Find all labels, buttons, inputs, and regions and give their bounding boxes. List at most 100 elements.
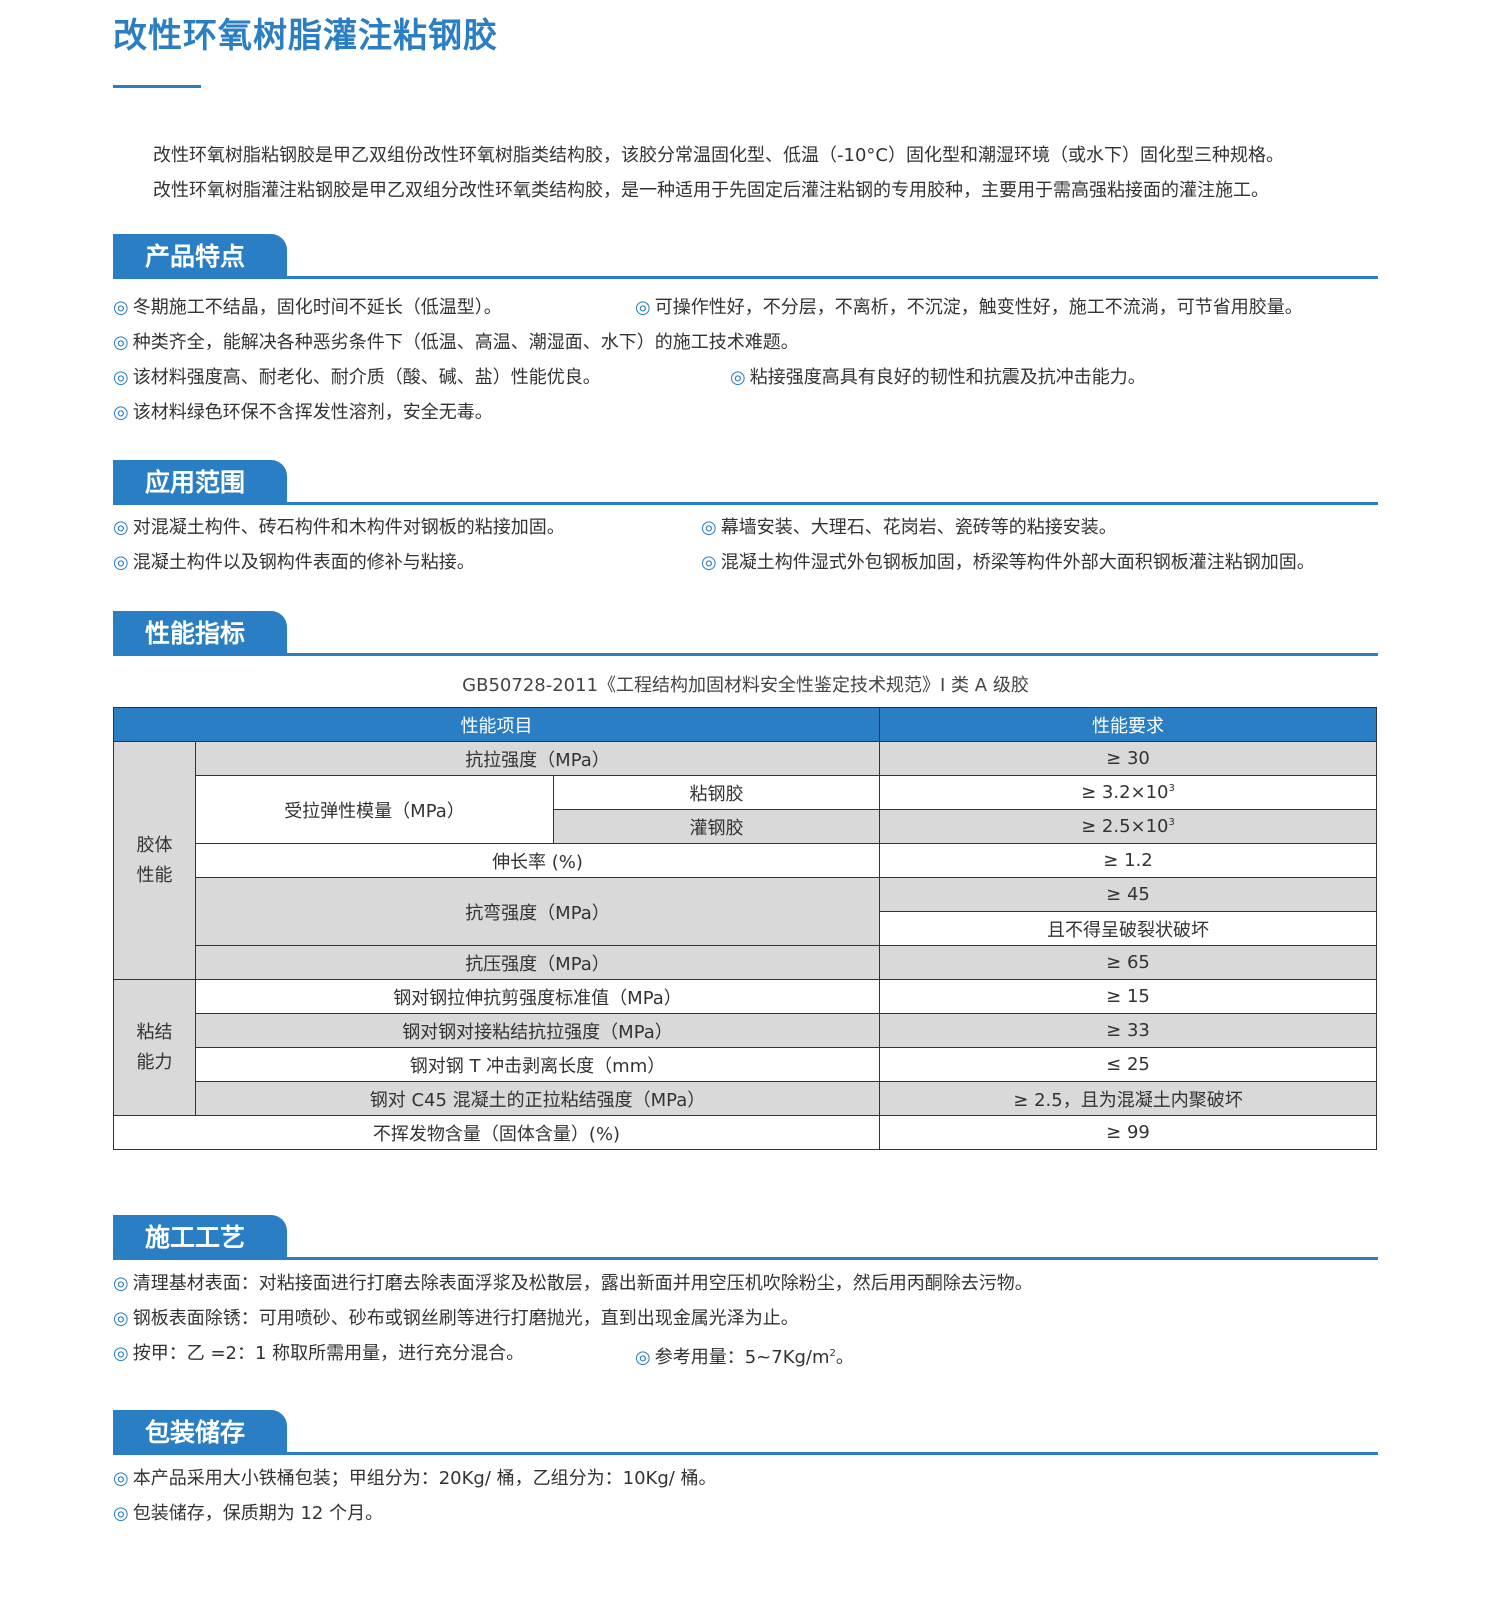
divider — [113, 1452, 1378, 1455]
circle-bullet-icon: ◎ — [113, 1468, 129, 1489]
value-cell: ≥ 2.5，且为混凝土内聚破坏 — [879, 1081, 1377, 1116]
item-text: 。 — [835, 1347, 854, 1368]
value-cell: ≥ 3.2×103 — [879, 775, 1377, 810]
header-cell: 性能要求 — [879, 707, 1377, 742]
circle-bullet-icon: ◎ — [730, 367, 746, 388]
item-text: 参考用量：5~7Kg/m — [654, 1347, 830, 1368]
value-cell: ≥ 45 — [879, 877, 1377, 912]
item-cell: 抗压强度（MPa） — [195, 945, 880, 980]
circle-bullet-icon: ◎ — [113, 1308, 129, 1329]
section-title: 包装储存 — [113, 1410, 287, 1454]
value-cell: ≥ 1.2 — [879, 843, 1377, 878]
list-item: ◎ 粘接强度高具有良好的韧性和抗震及抗冲击能力。 — [730, 360, 1146, 395]
circle-bullet-icon: ◎ — [113, 332, 129, 353]
value-text: ≥ 3.2×10 — [1081, 782, 1169, 803]
table-row: 灌钢胶 ≥ 2.5×103 — [114, 809, 1377, 844]
item-cell: 受拉弹性模量（MPa） — [195, 775, 554, 844]
item-text: 清理基材表面：对粘接面进行打磨去除表面浮浆及松散层，露出新面并用空压机吹除粉尘，… — [132, 1273, 1033, 1294]
table-row: 钢对 C45 混凝土的正拉粘结强度（MPa） ≥ 2.5，且为混凝土内聚破坏 — [114, 1081, 1377, 1116]
section-title: 施工工艺 — [113, 1215, 287, 1259]
value-cell: ≥ 65 — [879, 945, 1377, 980]
list-item: ◎ 混凝土构件湿式外包钢板加固，桥梁等构件外部大面积钢板灌注粘钢加固。 — [701, 545, 1315, 580]
item-text: 对混凝土构件、砖石构件和木构件对钢板的粘接加固。 — [132, 517, 565, 538]
list-item: ◎ 参考用量：5~7Kg/m2。 — [635, 1336, 854, 1371]
item-text: 该材料绿色环保不含挥发性溶剂，安全无毒。 — [132, 402, 493, 423]
list-item: ◎ 包装储存，保质期为 12 个月。 — [113, 1496, 383, 1531]
title-underline — [113, 85, 201, 88]
table-row: 钢对钢对接粘结抗拉强度（MPa） ≥ 33 — [114, 1013, 1377, 1048]
section-title: 产品特点 — [113, 234, 287, 278]
section-header-performance: 性能指标 — [113, 611, 1378, 657]
table-row: 抗弯强度（MPa） ≥ 45 — [114, 877, 1377, 946]
divider — [113, 1257, 1378, 1260]
list-item: ◎ 本产品采用大小铁桶包装；甲组分为：20Kg/ 桶，乙组分为：10Kg/ 桶。 — [113, 1461, 717, 1496]
value-cell: 且不得呈破裂状破坏 — [879, 911, 1377, 946]
item-text: 冬期施工不结晶，固化时间不延长（低温型）。 — [132, 297, 502, 318]
item-cell: 不挥发物含量（固体含量）(%) — [113, 1115, 880, 1150]
item-text: 混凝土构件湿式外包钢板加固，桥梁等构件外部大面积钢板灌注粘钢加固。 — [720, 552, 1315, 573]
value-cell: ≥ 15 — [879, 979, 1377, 1014]
exponent: 2 — [829, 1348, 836, 1359]
list-item: ◎ 种类齐全，能解决各种恶劣条件下（低温、高温、潮湿面、水下）的施工技术难题。 — [113, 325, 799, 360]
circle-bullet-icon: ◎ — [113, 517, 129, 538]
list-item: ◎ 可操作性好，不分层，不离析，不沉淀，触变性好，施工不流淌，可节省用胶量。 — [635, 290, 1303, 325]
list-item: ◎ 对混凝土构件、砖石构件和木构件对钢板的粘接加固。 — [113, 510, 565, 545]
divider — [113, 502, 1378, 505]
item-text: 包装储存，保质期为 12 个月。 — [132, 1503, 384, 1524]
exponent: 3 — [1168, 817, 1175, 828]
value-text: ≥ 2.5×10 — [1081, 816, 1169, 837]
header-cell: 性能项目 — [113, 707, 880, 742]
item-cell: 伸长率 (%) — [195, 843, 880, 878]
circle-bullet-icon: ◎ — [701, 517, 717, 538]
table-row: 抗压强度（MPa） ≥ 65 — [114, 945, 1377, 980]
divider — [113, 276, 1378, 279]
list-item: ◎ 冬期施工不结晶，固化时间不延长（低温型）。 — [113, 290, 502, 325]
sub-item-cell: 粘钢胶 — [553, 775, 880, 810]
item-text: 混凝土构件以及钢构件表面的修补与粘接。 — [132, 552, 475, 573]
list-item: ◎ 清理基材表面：对粘接面进行打磨去除表面浮浆及松散层，露出新面并用空压机吹除粉尘… — [113, 1266, 1033, 1301]
list-item: ◎ 钢板表面除锈：可用喷砂、砂布或钢丝刷等进行打磨抛光，直到出现金属光泽为止。 — [113, 1301, 799, 1336]
intro-line: 改性环氧树脂粘钢胶是甲乙双组份改性环氧树脂类结构胶，该胶分常温固化型、低温（-1… — [153, 145, 1284, 166]
list-item: ◎ 幕墙安装、大理石、花岗岩、瓷砖等的粘接安装。 — [701, 510, 1117, 545]
intro-line: 改性环氧树脂灌注粘钢胶是甲乙双组分改性环氧类结构胶，是一种适用于先固定后灌注粘钢… — [153, 180, 1269, 201]
item-text: 可操作性好，不分层，不离析，不沉淀，触变性好，施工不流淌，可节省用胶量。 — [654, 297, 1303, 318]
item-cell: 钢对钢对接粘结抗拉强度（MPa） — [195, 1013, 880, 1048]
table-header-row: 性能项目 性能要求 — [113, 707, 1377, 742]
circle-bullet-icon: ◎ — [113, 297, 129, 318]
list-item: ◎ 该材料绿色环保不含挥发性溶剂，安全无毒。 — [113, 395, 493, 430]
standard-caption: GB50728-2011《工程结构加固材料安全性鉴定技术规范》I 类 A 级胶 — [462, 675, 1029, 696]
item-text: 按甲：乙 =2：1 称取所需用量，进行充分混合。 — [132, 1343, 525, 1364]
table-row: 胶体 性能 抗拉强度（MPa） ≥ 30 — [113, 741, 1377, 980]
section-header-storage: 包装储存 — [113, 1410, 1378, 1456]
table-row: 受拉弹性模量（MPa） 粘钢胶 ≥ 3.2×103 — [114, 775, 1377, 844]
item-cell: 钢对钢 T 冲击剥离长度（mm） — [195, 1047, 880, 1082]
value-cell: ≥ 99 — [879, 1115, 1377, 1150]
page-title: 改性环氧树脂灌注粘钢胶 — [113, 16, 498, 56]
performance-table: 性能项目 性能要求 胶体 性能 抗拉强度（MPa） ≥ 30 受拉弹性模量（MPa）粘… — [113, 707, 1377, 1150]
table-row: 钢对钢 T 冲击剥离长度（mm） ≤ 25 — [114, 1047, 1377, 1082]
table-row: 不挥发物含量（固体含量）(%) ≥ 99 — [113, 1115, 1377, 1150]
item-cell: 抗拉强度（MPa） — [195, 741, 880, 776]
circle-bullet-icon: ◎ — [113, 1503, 129, 1524]
exponent: 3 — [1168, 783, 1175, 794]
circle-bullet-icon: ◎ — [635, 297, 651, 318]
item-cell: 钢对 C45 混凝土的正拉粘结强度（MPa） — [195, 1081, 880, 1116]
item-cell: 抗弯强度（MPa） — [195, 877, 880, 946]
group-cell: 粘结 能力 — [113, 979, 196, 1116]
item-text: 种类齐全，能解决各种恶劣条件下（低温、高温、潮湿面、水下）的施工技术难题。 — [132, 332, 799, 353]
table-row: 粘结 能力 钢对钢拉伸抗剪强度标准值（MPa） ≥ 15 — [113, 979, 1377, 1116]
circle-bullet-icon: ◎ — [635, 1347, 651, 1368]
circle-bullet-icon: ◎ — [113, 402, 129, 423]
section-title: 应用范围 — [113, 460, 287, 504]
sub-item-cell: 灌钢胶 — [553, 809, 880, 844]
item-text: 粘接强度高具有良好的韧性和抗震及抗冲击能力。 — [749, 367, 1146, 388]
value-cell: ≥ 30 — [879, 741, 1377, 776]
table-row: 且不得呈破裂状破坏 — [114, 911, 1377, 946]
section-header-process: 施工工艺 — [113, 1215, 1378, 1261]
section-title: 性能指标 — [113, 611, 287, 655]
value-cell: ≥ 2.5×103 — [879, 809, 1377, 844]
item-text: 钢板表面除锈：可用喷砂、砂布或钢丝刷等进行打磨抛光，直到出现金属光泽为止。 — [132, 1308, 799, 1329]
circle-bullet-icon: ◎ — [113, 367, 129, 388]
circle-bullet-icon: ◎ — [113, 1343, 129, 1364]
